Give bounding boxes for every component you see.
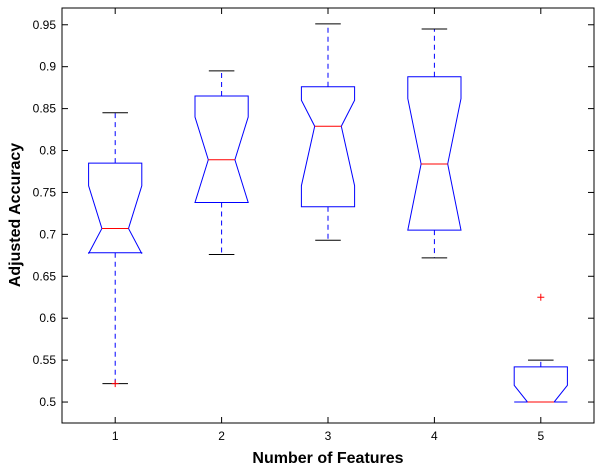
x-tick-label: 3 bbox=[325, 429, 332, 443]
x-tick-label: 5 bbox=[537, 429, 544, 443]
plot-area bbox=[61, 7, 595, 424]
y-tick-label: 0.8 bbox=[39, 144, 56, 158]
box-body bbox=[88, 162, 143, 254]
plot-marks bbox=[88, 23, 568, 403]
box-5 bbox=[513, 293, 568, 403]
box-body bbox=[300, 86, 356, 208]
box-3 bbox=[300, 23, 356, 241]
y-tick-label: 0.55 bbox=[33, 353, 57, 367]
box-body bbox=[194, 95, 249, 204]
outlier-marker bbox=[537, 293, 545, 301]
x-axis-ticks: 1 2 3 4 5 bbox=[112, 8, 544, 443]
box-2 bbox=[194, 70, 249, 255]
box-body bbox=[407, 76, 462, 231]
box-1 bbox=[88, 112, 143, 388]
y-tick-label: 0.65 bbox=[33, 269, 57, 283]
y-tick-label: 0.95 bbox=[33, 18, 57, 32]
y-axis-title: Adjusted Accuracy bbox=[7, 143, 24, 287]
y-tick-label: 0.6 bbox=[39, 311, 56, 325]
x-axis-title: Number of Features bbox=[252, 450, 403, 467]
x-tick-label: 2 bbox=[218, 429, 225, 443]
y-tick-label: 0.75 bbox=[33, 185, 57, 199]
x-tick-label: 1 bbox=[112, 429, 119, 443]
y-tick-label: 0.85 bbox=[33, 102, 57, 116]
x-tick-label: 4 bbox=[431, 429, 438, 443]
box-4 bbox=[407, 28, 462, 259]
y-tick-label: 0.9 bbox=[39, 60, 56, 74]
y-tick-label: 0.5 bbox=[39, 395, 56, 409]
outlier-marker bbox=[111, 380, 119, 388]
box-body bbox=[513, 366, 568, 403]
y-axis-ticks: 0.5 0.55 0.6 0.65 0.7 0.75 0.8 0.85 0.9 0.95 bbox=[33, 18, 594, 409]
y-tick-label: 0.7 bbox=[39, 227, 56, 241]
